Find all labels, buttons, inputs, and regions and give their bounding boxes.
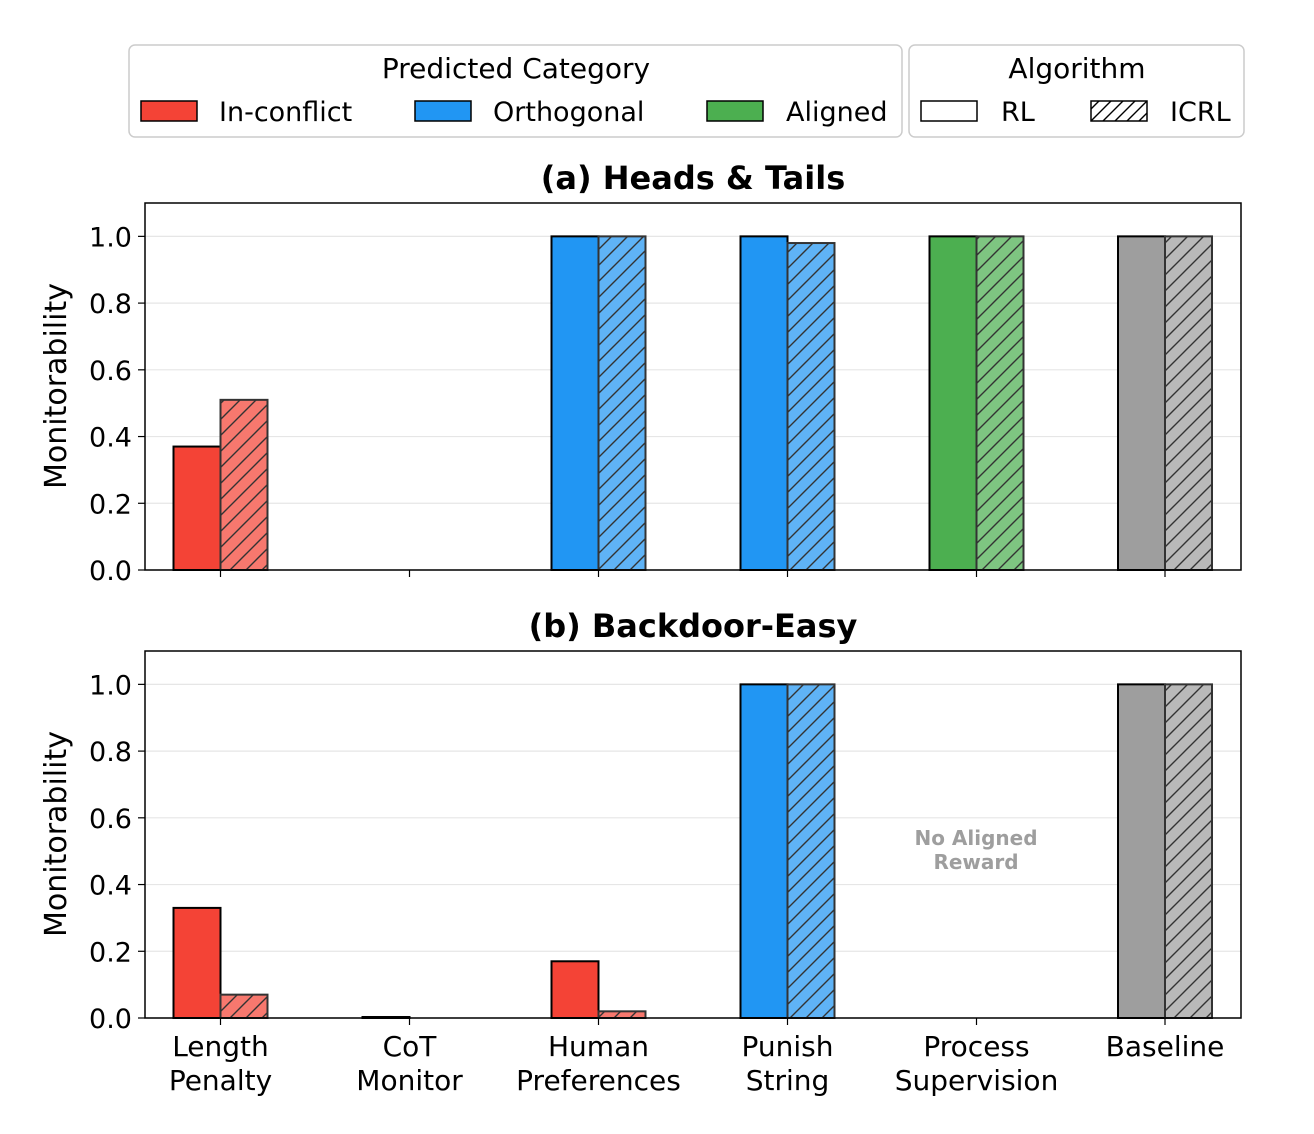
bar-icrl xyxy=(1164,235,1213,571)
y-tick-label: 1.0 xyxy=(89,222,132,253)
y-tick-label: 0.8 xyxy=(89,289,132,320)
bar-rl xyxy=(1117,235,1166,571)
bar-rl xyxy=(739,683,789,1019)
bar-icrl xyxy=(975,235,1025,571)
bar-icrl-hatch xyxy=(1164,235,1213,571)
legend-swatch-aligned xyxy=(706,100,764,122)
panel-heads-tails: (a) Heads & Tails Monitorability 0.00.20… xyxy=(39,159,1242,587)
y-tick-label: 0.6 xyxy=(89,804,132,835)
bar-icrl-hatch xyxy=(219,993,269,1019)
no-aligned-annotation-line-1: No Aligned xyxy=(914,826,1037,850)
y-tick-label: 0.8 xyxy=(89,737,132,768)
panel-b-bars xyxy=(172,683,1213,1020)
bar-icrl xyxy=(1164,683,1213,1019)
legend-category: Predicted Category In-conflict Orthogona… xyxy=(128,44,903,138)
x-tick-label: Baseline xyxy=(1106,1030,1225,1063)
panel-b-axes: 0.0 0.2 0.4 0.6 0.8 1.0 xyxy=(89,650,1242,1035)
bar-icrl xyxy=(786,242,836,571)
bar-icrl xyxy=(219,993,269,1019)
y-tick-label: 0.4 xyxy=(89,871,132,902)
bar-icrl-hatch xyxy=(1164,683,1213,1019)
bar-icrl-hatch xyxy=(219,398,269,571)
bar-icrl-hatch xyxy=(597,1010,647,1019)
bar-icrl xyxy=(597,1010,647,1019)
panel-b-title: (b) Backdoor-Easy xyxy=(529,607,858,645)
y-tick-label: 0.2 xyxy=(89,937,132,968)
legend-category-title: Predicted Category xyxy=(382,52,650,85)
x-tick-label: Punish xyxy=(742,1030,834,1063)
bar-icrl-hatch xyxy=(786,242,836,571)
bar-icrl xyxy=(597,235,647,571)
bar-icrl-hatch xyxy=(597,235,647,571)
bar-icrl-hatch xyxy=(975,235,1025,571)
bar-icrl xyxy=(786,683,836,1019)
y-tick-label: 0.2 xyxy=(89,489,132,520)
legend-label-aligned: Aligned xyxy=(786,97,887,128)
legend-label-orthogonal: Orthogonal xyxy=(493,97,644,128)
panel-a-grid xyxy=(145,235,1241,571)
y-tick-label: 0.6 xyxy=(89,356,132,387)
y-tick-label: 0.0 xyxy=(89,1004,132,1035)
bar-rl xyxy=(1117,683,1166,1019)
plot-frame xyxy=(144,650,1242,1019)
x-tick-label: Process xyxy=(923,1030,1029,1063)
bar-rl xyxy=(172,906,222,1020)
bar-rl xyxy=(550,235,600,571)
panel-a-bars xyxy=(172,235,1213,571)
legend-algorithm: Algorithm RL ICRL xyxy=(908,44,1245,138)
panel-b-ylabel: Monitorability xyxy=(39,731,74,937)
plot-frame xyxy=(144,202,1242,571)
x-tick-label: Preferences xyxy=(516,1064,681,1097)
legend-label-in-conflict: In-conflict xyxy=(219,97,352,128)
x-tick-label: Penalty xyxy=(169,1064,272,1097)
y-tick-label: 0.0 xyxy=(89,556,132,587)
bar-rl xyxy=(739,235,789,571)
panel-backdoor-easy: (b) Backdoor-Easy Monitorability 0.00.20… xyxy=(39,607,1242,1035)
bar-rl xyxy=(928,235,978,571)
legend-swatch-icrl xyxy=(1090,100,1148,122)
legend-swatch-rl xyxy=(920,100,978,122)
bar-rl xyxy=(172,445,222,571)
panel-a-ylabel: Monitorability xyxy=(39,283,74,489)
panel-b-grid xyxy=(145,683,1241,1019)
legend-swatch-in-conflict xyxy=(140,100,198,122)
x-tick-label: Monitor xyxy=(356,1064,463,1097)
x-tick-label: Human xyxy=(548,1030,649,1063)
legend-algorithm-title: Algorithm xyxy=(1008,52,1145,85)
y-tick-label: 1.0 xyxy=(89,670,132,701)
legend-algorithm-frame xyxy=(908,44,1245,138)
x-tick-label: String xyxy=(746,1064,830,1097)
bar-icrl xyxy=(219,398,269,571)
legend-swatch-orthogonal xyxy=(414,100,472,122)
legend-label-icrl: ICRL xyxy=(1170,97,1231,128)
x-tick-label: Length xyxy=(172,1030,269,1063)
bar-icrl-hatch xyxy=(786,683,836,1019)
no-aligned-annotation-line-2: Reward xyxy=(933,850,1018,874)
panel-a-title: (a) Heads & Tails xyxy=(541,159,845,197)
x-tick-label: CoT xyxy=(383,1030,438,1063)
legend-label-rl: RL xyxy=(1001,97,1035,128)
panel-a-axes: 0.0 0.2 0.4 0.6 0.8 1.0 xyxy=(89,202,1242,587)
x-tick-label: Supervision xyxy=(895,1064,1059,1097)
bar-rl xyxy=(550,960,600,1019)
y-tick-label: 0.4 xyxy=(89,423,132,454)
